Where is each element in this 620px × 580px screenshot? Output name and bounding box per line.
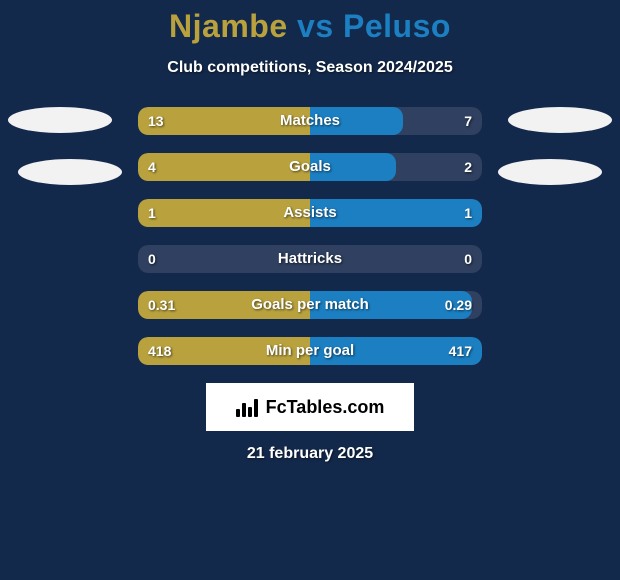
stat-value-right: 0.29 xyxy=(435,291,482,319)
stat-row: Goals per match0.31 0.29 xyxy=(138,291,482,319)
stat-value-right: 7 xyxy=(454,107,482,135)
subtitle: Club competitions, Season 2024/2025 xyxy=(0,59,620,77)
left-avatar-oval-2 xyxy=(18,159,122,185)
footer-logo-text: FcTables.com xyxy=(266,397,385,418)
stat-label: Goals xyxy=(138,153,482,181)
right-avatar-oval-2 xyxy=(498,159,602,185)
comparison-card: Njambe vs Peluso Club competitions, Seas… xyxy=(0,0,620,580)
stat-label: Hattricks xyxy=(138,245,482,273)
right-avatar-oval-1 xyxy=(508,107,612,133)
stat-label: Min per goal xyxy=(138,337,482,365)
stat-value-left: 1 xyxy=(138,199,166,227)
stat-value-left: 0.31 xyxy=(138,291,185,319)
stat-value-right: 1 xyxy=(454,199,482,227)
stat-row: Assists1 1 xyxy=(138,199,482,227)
stat-value-left: 0 xyxy=(138,245,166,273)
footer-date: 21 february 2025 xyxy=(0,445,620,463)
vs-text: vs xyxy=(288,8,343,44)
stat-row: Hattricks0 0 xyxy=(138,245,482,273)
stat-value-left: 4 xyxy=(138,153,166,181)
stat-value-left: 418 xyxy=(138,337,181,365)
page-title: Njambe vs Peluso xyxy=(0,8,620,45)
left-avatar-oval-1 xyxy=(8,107,112,133)
stat-row: Min per goal418 417 xyxy=(138,337,482,365)
stat-label: Matches xyxy=(138,107,482,135)
stat-label: Goals per match xyxy=(138,291,482,319)
player2-name: Peluso xyxy=(343,8,451,44)
stat-value-right: 2 xyxy=(454,153,482,181)
stat-rows: Matches13 7 Goals4 2 Assists1 1 Hattricks0 0 Goa… xyxy=(138,107,482,365)
stat-row: Matches13 7 xyxy=(138,107,482,135)
stat-row: Goals4 2 xyxy=(138,153,482,181)
stat-area: Matches13 7 Goals4 2 Assists1 1 Hattricks0 0 Goa… xyxy=(0,107,620,365)
stat-value-right: 0 xyxy=(454,245,482,273)
bar-chart-icon xyxy=(236,397,260,417)
player1-name: Njambe xyxy=(169,8,288,44)
stat-label: Assists xyxy=(138,199,482,227)
footer-logo: FcTables.com xyxy=(206,383,414,431)
stat-value-right: 417 xyxy=(439,337,482,365)
stat-value-left: 13 xyxy=(138,107,174,135)
